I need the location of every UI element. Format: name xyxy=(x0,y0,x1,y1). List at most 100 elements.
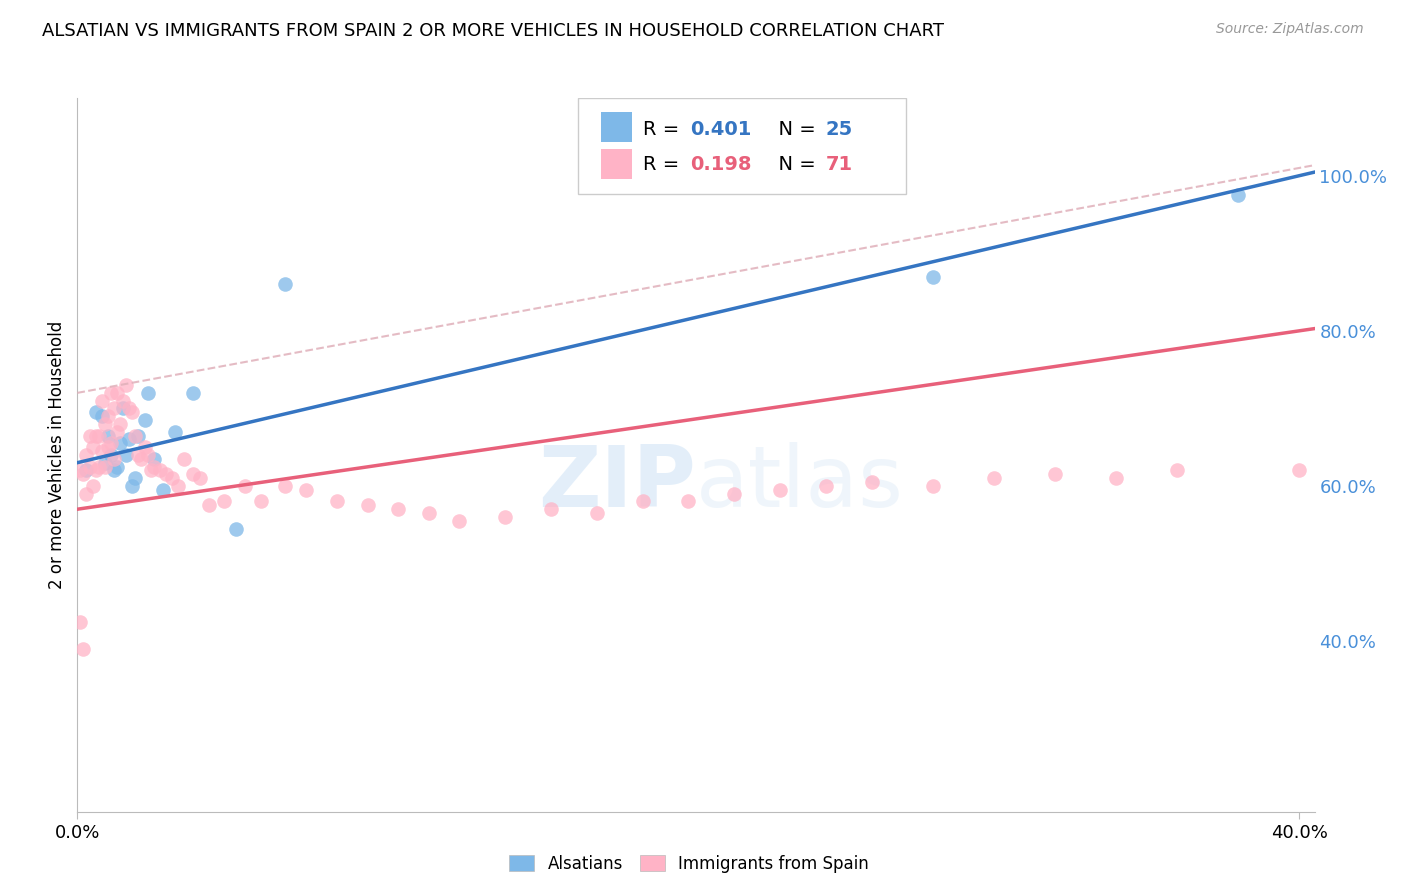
Point xyxy=(631,494,654,508)
Point xyxy=(921,479,943,493)
Point xyxy=(814,479,837,493)
Point xyxy=(100,448,122,462)
Point xyxy=(121,405,143,419)
Point xyxy=(124,471,146,485)
Point xyxy=(136,385,159,400)
Point xyxy=(197,499,219,513)
Text: R =: R = xyxy=(643,155,685,174)
Point xyxy=(82,440,104,454)
Point xyxy=(134,440,156,454)
Point xyxy=(585,506,607,520)
Point xyxy=(136,448,159,462)
Point xyxy=(105,385,128,400)
Point xyxy=(100,436,122,450)
Point xyxy=(188,471,211,485)
Point xyxy=(494,510,516,524)
Point xyxy=(1166,463,1188,477)
Point xyxy=(127,428,149,442)
Point xyxy=(249,494,271,508)
Point xyxy=(173,451,195,466)
Point xyxy=(678,494,700,508)
Point xyxy=(274,277,297,292)
Point xyxy=(115,448,138,462)
Point xyxy=(90,393,112,408)
Point xyxy=(87,459,110,474)
Point xyxy=(155,467,177,482)
Point xyxy=(921,269,943,284)
Point xyxy=(1288,463,1310,477)
Point xyxy=(723,486,745,500)
Point xyxy=(183,385,205,400)
Point xyxy=(860,475,883,489)
Point xyxy=(124,428,146,442)
Point xyxy=(94,417,117,431)
Y-axis label: 2 or more Vehicles in Household: 2 or more Vehicles in Household xyxy=(48,321,66,589)
Point xyxy=(108,436,131,450)
Point xyxy=(167,479,190,493)
Point xyxy=(212,494,235,508)
Point xyxy=(79,459,101,474)
Point xyxy=(225,522,247,536)
Point xyxy=(295,483,318,497)
Point xyxy=(118,433,141,447)
Point xyxy=(769,483,792,497)
Point xyxy=(127,448,149,462)
Point xyxy=(72,467,94,482)
Point xyxy=(84,463,107,477)
Point xyxy=(142,459,165,474)
Point xyxy=(115,378,138,392)
Point xyxy=(69,615,91,629)
Text: R =: R = xyxy=(643,120,685,138)
Point xyxy=(103,451,125,466)
Point xyxy=(105,459,128,474)
Point xyxy=(418,506,440,520)
Point xyxy=(149,463,172,477)
Point xyxy=(449,514,471,528)
Point xyxy=(274,479,297,493)
Point xyxy=(76,486,98,500)
Point xyxy=(94,459,117,474)
Point xyxy=(131,451,153,466)
Text: Source: ZipAtlas.com: Source: ZipAtlas.com xyxy=(1216,22,1364,37)
Point xyxy=(183,467,205,482)
Point xyxy=(69,463,91,477)
Text: N =: N = xyxy=(766,120,823,138)
Point xyxy=(142,451,165,466)
Text: 25: 25 xyxy=(825,120,853,138)
Point xyxy=(118,401,141,416)
Point xyxy=(160,471,183,485)
Point xyxy=(90,409,112,424)
Point xyxy=(103,401,125,416)
Text: N =: N = xyxy=(766,155,823,174)
Point xyxy=(112,401,135,416)
Point xyxy=(72,641,94,656)
Point xyxy=(97,409,120,424)
Point xyxy=(121,479,143,493)
Point xyxy=(152,483,174,497)
Point xyxy=(235,479,257,493)
Point xyxy=(983,471,1005,485)
Text: ZIP: ZIP xyxy=(538,442,696,525)
FancyBboxPatch shape xyxy=(578,98,907,194)
Point xyxy=(1105,471,1128,485)
Point xyxy=(82,479,104,493)
Text: atlas: atlas xyxy=(696,442,904,525)
Text: 71: 71 xyxy=(825,155,853,174)
Point xyxy=(134,413,156,427)
Point xyxy=(1227,188,1250,202)
Point xyxy=(76,448,98,462)
Point xyxy=(76,463,98,477)
Point xyxy=(326,494,349,508)
Point xyxy=(139,463,162,477)
Point xyxy=(387,502,409,516)
Point xyxy=(1043,467,1066,482)
Point xyxy=(100,385,122,400)
FancyBboxPatch shape xyxy=(600,149,631,178)
Text: ALSATIAN VS IMMIGRANTS FROM SPAIN 2 OR MORE VEHICLES IN HOUSEHOLD CORRELATION CH: ALSATIAN VS IMMIGRANTS FROM SPAIN 2 OR M… xyxy=(42,22,945,40)
Point xyxy=(165,425,187,439)
Point xyxy=(103,463,125,477)
Point xyxy=(87,428,110,442)
Point xyxy=(108,417,131,431)
Point xyxy=(97,440,120,454)
Point xyxy=(540,502,562,516)
